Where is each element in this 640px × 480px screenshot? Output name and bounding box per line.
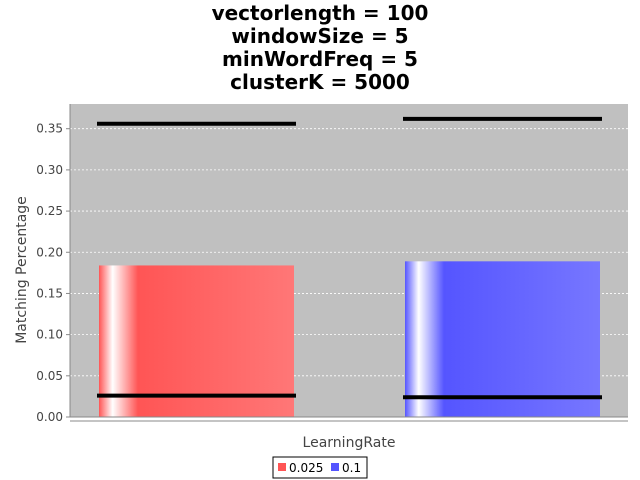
bar-0.1 <box>405 261 600 417</box>
y-tick-label: 0.10 <box>36 328 63 342</box>
legend-swatch-0.1 <box>331 463 339 471</box>
y-tick-label: 0.20 <box>36 245 63 259</box>
y-tick-label: 0.05 <box>36 369 63 383</box>
title-line-2: windowSize = 5 <box>231 24 408 48</box>
y-tick-labels: 0.00 0.05 0.10 0.15 0.20 0.25 0.30 0.35 <box>36 122 70 424</box>
y-tick-label: 0.00 <box>36 410 63 424</box>
bars <box>99 261 600 417</box>
x-axis-label: LearningRate <box>303 435 396 451</box>
legend-box <box>272 456 368 479</box>
legend: 0.025 0.1 <box>272 456 368 479</box>
y-tick-label: 0.35 <box>36 122 63 136</box>
legend-label-0.1: 0.1 <box>342 461 361 475</box>
legend-label-0.025: 0.025 <box>289 461 323 475</box>
title-line-3: minWordFreq = 5 <box>222 47 418 71</box>
y-tick-label: 0.15 <box>36 286 63 300</box>
error-bars <box>97 116 602 400</box>
y-axis-label: Matching Percentage <box>14 196 30 344</box>
title-line-4: clusterK = 5000 <box>230 70 410 94</box>
bar-0.025 <box>99 265 294 417</box>
chart-title: vectorlength = 100 windowSize = 5 minWor… <box>212 1 429 94</box>
title-line-1: vectorlength = 100 <box>212 1 429 25</box>
axes <box>69 104 628 422</box>
y-tick-label: 0.25 <box>36 204 63 218</box>
y-tick-label: 0.30 <box>36 163 63 177</box>
legend-swatch-0.025 <box>278 463 286 471</box>
